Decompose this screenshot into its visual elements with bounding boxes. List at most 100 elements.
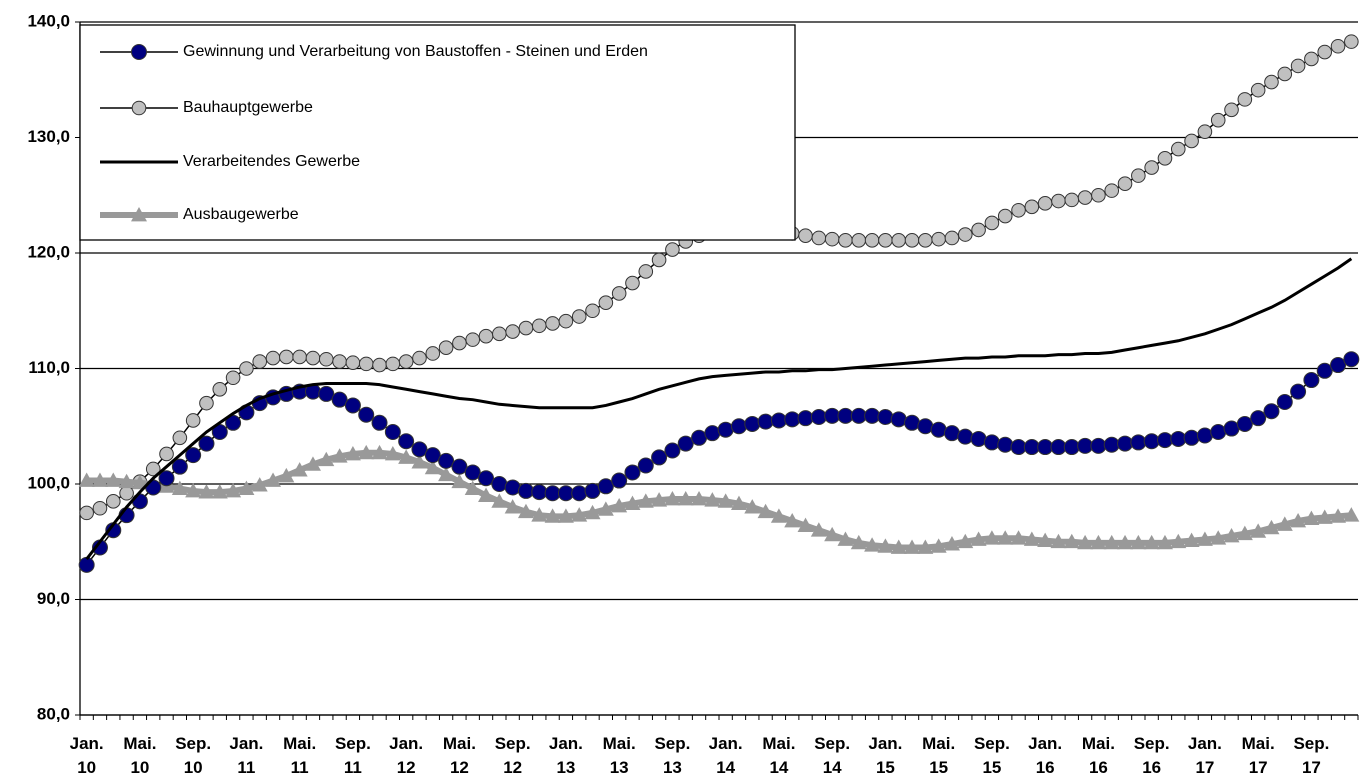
legend: Gewinnung und Verarbeitung von Baustoffe… (79, 24, 796, 241)
data-point (358, 406, 375, 423)
data-point (1077, 534, 1094, 550)
data-point (265, 472, 282, 487)
data-point (970, 531, 987, 546)
data-point (1197, 124, 1213, 140)
data-point (159, 446, 174, 462)
data-point (717, 493, 734, 508)
data-point (1263, 403, 1280, 420)
x-tick-label: Sep. 11 (335, 734, 371, 777)
data-point (1263, 519, 1280, 535)
data-point (557, 508, 574, 523)
data-point (438, 340, 454, 356)
data-point (957, 533, 974, 549)
data-point (770, 412, 787, 429)
data-point (1343, 351, 1360, 368)
data-point (1077, 437, 1094, 454)
data-point (730, 418, 747, 435)
data-point (797, 517, 814, 532)
data-point (1037, 532, 1054, 547)
data-point (78, 556, 95, 573)
data-point (784, 512, 801, 528)
data-point (824, 526, 841, 542)
data-point (597, 501, 614, 516)
x-tick-label: Jan. 10 (70, 734, 104, 777)
data-point (1063, 439, 1080, 456)
data-point (651, 449, 668, 466)
x-tick-label: Jan. 11 (229, 734, 263, 777)
data-point (810, 522, 827, 537)
data-point (1210, 112, 1226, 128)
data-point (211, 484, 228, 499)
data-point (398, 449, 415, 464)
data-point (1063, 533, 1080, 549)
data-point (770, 508, 787, 523)
data-point (810, 409, 827, 426)
x-tick-label: Sep. 10 (175, 734, 211, 777)
data-point (1290, 512, 1307, 528)
data-point (505, 324, 520, 339)
data-point (185, 482, 202, 498)
data-point (1183, 429, 1200, 446)
data-point (744, 415, 761, 432)
data-point (904, 414, 921, 431)
legend-marker (131, 44, 147, 60)
data-point (372, 357, 387, 373)
data-point (492, 326, 507, 342)
data-point (199, 395, 214, 411)
data-point (1117, 176, 1133, 191)
data-point (1183, 532, 1200, 547)
x-tick-label: Sep. 12 (495, 734, 531, 777)
data-point (1277, 66, 1293, 82)
data-point (171, 458, 188, 475)
data-point (425, 346, 441, 361)
data-point (797, 410, 814, 427)
data-point (1223, 420, 1240, 437)
data-point (877, 409, 894, 426)
data-point (1330, 508, 1347, 523)
data-point (531, 484, 548, 501)
data-point (131, 474, 148, 490)
data-point (545, 316, 560, 331)
data-point (864, 407, 881, 424)
data-point (1303, 510, 1320, 526)
data-point (531, 507, 548, 522)
data-point (1303, 372, 1320, 389)
data-point (239, 361, 254, 376)
data-point (997, 208, 1013, 224)
data-point (504, 479, 521, 496)
x-tick-label: Jan. 17 (1188, 734, 1222, 777)
data-point (544, 508, 561, 523)
data-point (891, 232, 907, 248)
data-point (571, 507, 588, 522)
data-point (412, 350, 427, 366)
data-point (91, 472, 108, 487)
series (78, 351, 1360, 573)
data-point (1316, 362, 1333, 379)
data-point (864, 537, 881, 552)
data-point (1144, 160, 1159, 175)
data-point (957, 428, 974, 445)
data-point (997, 530, 1014, 545)
data-point (1077, 190, 1093, 205)
x-tick-label: Jan. 14 (709, 734, 743, 777)
data-point (625, 275, 640, 291)
legend-label: Gewinnung und Verarbeitung von Baustoffe… (183, 43, 648, 60)
series (85, 257, 1353, 560)
data-point (904, 232, 920, 248)
data-point (1010, 439, 1027, 456)
data-point (119, 485, 134, 501)
data-point (1196, 531, 1213, 546)
data-point (931, 231, 946, 247)
data-point (837, 407, 854, 424)
data-point (1011, 202, 1026, 218)
data-point (943, 536, 960, 551)
data-point (452, 335, 467, 351)
data-point (252, 354, 268, 369)
data-point (79, 505, 94, 521)
x-tick-label: Sep. 17 (1293, 734, 1329, 777)
data-point (1091, 187, 1106, 203)
data-point (1237, 92, 1253, 107)
data-point (1131, 168, 1146, 183)
data-point (1304, 51, 1319, 67)
data-point (185, 413, 201, 428)
